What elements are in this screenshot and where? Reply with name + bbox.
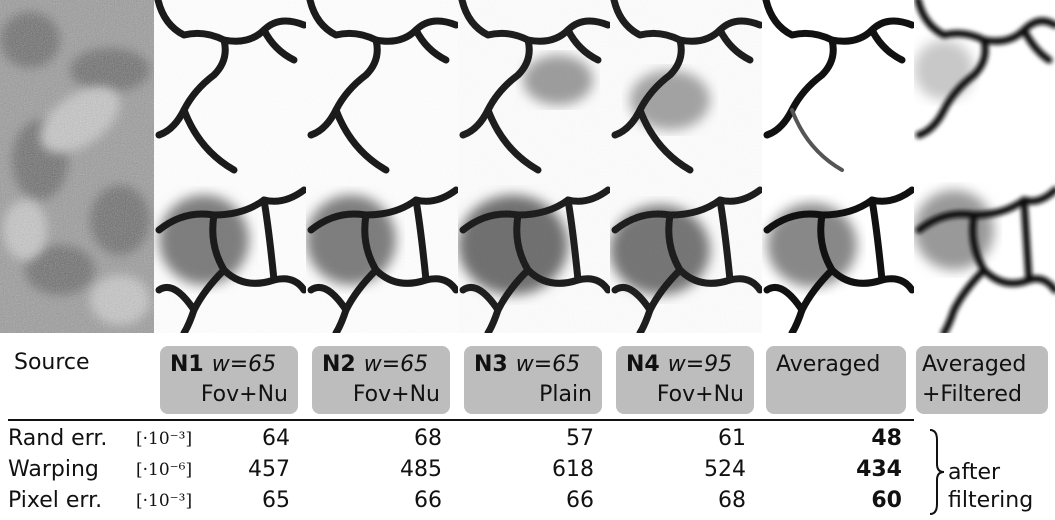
row-unit: [·10⁻⁶] <box>136 460 193 480</box>
n4-window: w=95 <box>667 352 733 377</box>
cell-n1: 65 <box>262 488 290 513</box>
averaged-segmentation-image <box>762 0 914 333</box>
cell-n4: 524 <box>704 457 746 482</box>
cell-n3: 618 <box>552 457 594 482</box>
n4-segmentation-image <box>610 0 762 333</box>
right-brace <box>929 429 945 515</box>
averaged-filtered-segmentation-image <box>914 0 1055 333</box>
image-strip <box>0 0 1055 333</box>
n1-variant: Fov+Nu <box>200 382 288 407</box>
n3-segmentation-image <box>458 0 610 333</box>
cell-n2: 68 <box>414 426 442 451</box>
after-filtering-note-line1: after <box>948 460 1001 485</box>
cell-n2: 485 <box>400 457 442 482</box>
source-label: Source <box>14 350 90 375</box>
n2-id: N2 <box>322 352 356 377</box>
n2-segmentation-image <box>306 0 458 333</box>
n1-window: w=65 <box>211 352 277 377</box>
n2-variant: Fov+Nu <box>352 382 440 407</box>
averaged-filtered-label-line2: +Filtered <box>922 382 1022 407</box>
n3-id: N3 <box>474 352 508 377</box>
cell-averaged: 60 <box>871 488 902 513</box>
n4-variant: Fov+Nu <box>656 382 744 407</box>
n4-label-box: N4 w=95 Fov+Nu <box>616 346 754 414</box>
cell-n4: 61 <box>718 426 746 451</box>
n3-window: w=65 <box>515 352 581 377</box>
n1-segmentation-image <box>154 0 306 333</box>
row-label: Pixel err. <box>8 488 103 513</box>
cell-n2: 66 <box>414 488 442 513</box>
n3-variant: Plain <box>539 382 592 407</box>
n2-label-box: N2 w=65 Fov+Nu <box>312 346 450 414</box>
cell-n3: 57 <box>566 426 594 451</box>
averaged-filtered-label-box: Averaged +Filtered <box>916 346 1048 414</box>
cell-n1: 64 <box>262 426 290 451</box>
averaged-filtered-label-line1: Averaged <box>922 352 1027 377</box>
n1-label-box: N1 w=65 Fov+Nu <box>160 346 298 414</box>
after-filtering-note-line2: filtering <box>948 488 1034 513</box>
row-unit: [·10⁻³] <box>136 429 193 449</box>
n3-label-box: N3 w=65 Plain <box>464 346 602 414</box>
n1-id: N1 <box>170 352 204 377</box>
cell-n1: 457 <box>248 457 290 482</box>
table-rule <box>8 419 914 421</box>
n4-id: N4 <box>626 352 660 377</box>
row-unit: [·10⁻³] <box>136 491 193 511</box>
averaged-label: Averaged <box>776 352 881 377</box>
averaged-label-box: Averaged <box>766 346 906 414</box>
cell-averaged: 434 <box>856 457 902 482</box>
row-label: Rand err. <box>8 426 108 451</box>
cell-n4: 68 <box>718 488 746 513</box>
cell-n3: 66 <box>566 488 594 513</box>
cell-averaged: 48 <box>871 426 902 451</box>
row-label: Warping <box>8 457 99 482</box>
source-em-image <box>0 0 154 333</box>
n2-window: w=65 <box>363 352 429 377</box>
